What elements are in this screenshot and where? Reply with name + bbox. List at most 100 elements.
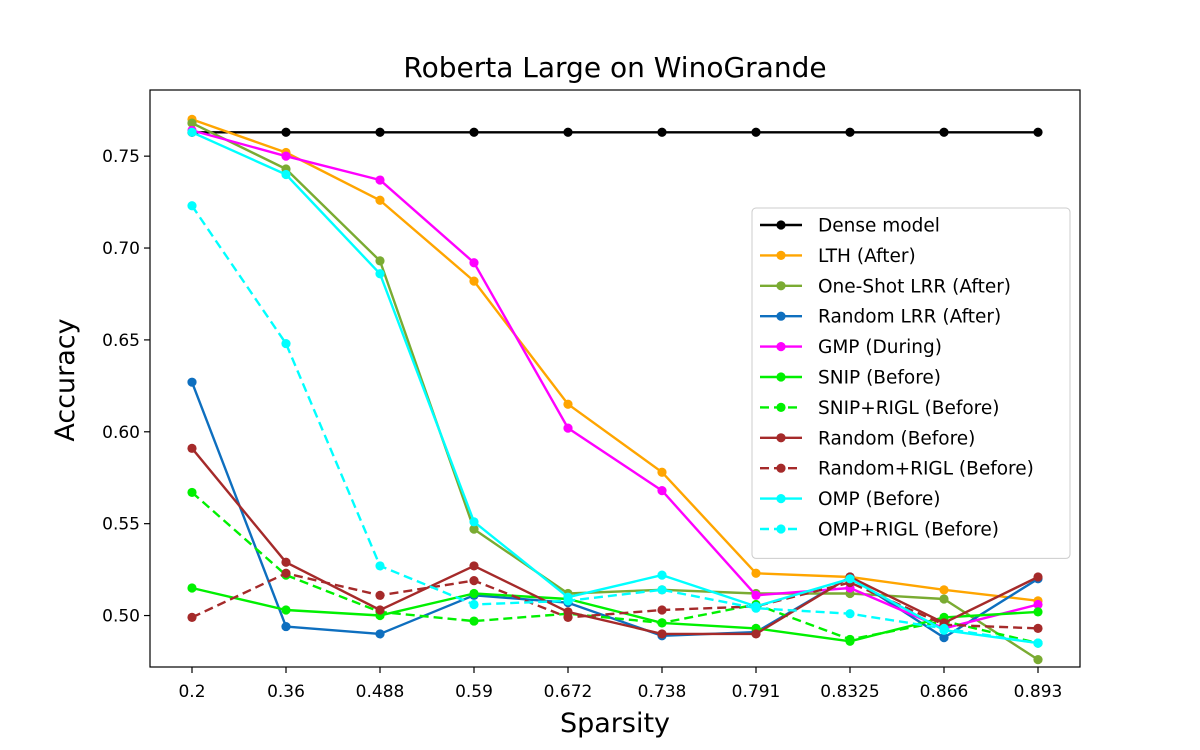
data-point xyxy=(469,588,479,599)
legend-marker xyxy=(776,311,786,321)
data-point xyxy=(375,629,385,639)
legend-marker xyxy=(776,372,786,382)
data-point xyxy=(845,634,855,645)
y-axis-title: Accuracy xyxy=(50,318,81,441)
series-line xyxy=(191,447,1039,636)
data-point xyxy=(469,576,479,586)
data-point xyxy=(469,258,479,268)
legend-item: LTH (After) xyxy=(760,246,916,267)
legend-box xyxy=(751,207,1071,559)
data-point xyxy=(187,377,197,387)
legend-marker xyxy=(776,433,786,443)
data-point xyxy=(1033,623,1043,634)
data-point xyxy=(187,487,197,498)
y-tick-label: 0.70 xyxy=(102,239,140,259)
legend-marker xyxy=(776,281,786,291)
data-point xyxy=(187,118,197,128)
x-axis-title: Sparsity xyxy=(560,708,670,739)
legend-item: Random (Before) xyxy=(760,428,975,449)
data-point xyxy=(281,568,291,578)
series-line xyxy=(191,129,1039,630)
data-point xyxy=(187,583,197,593)
data-point xyxy=(751,603,761,613)
legend-label: One-Shot LRR (After) xyxy=(818,276,1011,297)
x-tick-label: 0.738 xyxy=(638,682,687,702)
data-point xyxy=(469,616,479,626)
data-point xyxy=(375,256,385,266)
data-point xyxy=(657,618,667,628)
data-point xyxy=(375,590,385,600)
data-point xyxy=(657,127,667,137)
data-point xyxy=(657,467,667,477)
data-point xyxy=(845,574,855,584)
legend-marker xyxy=(776,220,786,230)
legend-label: Random LRR (After) xyxy=(818,307,1001,328)
legend-label: LTH (After) xyxy=(818,246,916,267)
x-tick-label: 0.672 xyxy=(544,682,593,702)
data-point xyxy=(375,269,385,279)
data-point xyxy=(657,605,667,615)
data-point xyxy=(187,612,197,622)
data-point xyxy=(1033,638,1043,648)
x-tick-label: 0.2 xyxy=(178,682,205,702)
data-point xyxy=(187,443,197,453)
axes: 0.2 0.36 0.488 0.59 0.672 0.738 0.791 0.8325 0.8… xyxy=(102,147,1062,702)
data-point xyxy=(375,605,385,615)
data-point xyxy=(751,568,761,578)
legend-marker xyxy=(776,524,786,534)
series-line xyxy=(191,131,1039,645)
data-point xyxy=(281,621,291,632)
legend-label: GMP (During) xyxy=(818,337,942,358)
data-point xyxy=(845,609,855,619)
data-point xyxy=(657,570,667,580)
data-point xyxy=(187,127,197,137)
x-tick-label: 0.59 xyxy=(455,682,493,702)
legend-item: OMP (Before) xyxy=(760,489,940,510)
data-point xyxy=(657,485,667,496)
x-tick-label: 0.791 xyxy=(732,682,781,702)
data-point xyxy=(1033,127,1043,137)
legend-label: Random (Before) xyxy=(818,428,975,449)
legend-item: One-Shot LRR (After) xyxy=(760,276,1011,297)
y-tick-label: 0.55 xyxy=(102,515,140,535)
legend-label: Dense model xyxy=(818,216,940,237)
data-point xyxy=(563,399,573,409)
data-point xyxy=(281,151,291,161)
series-line xyxy=(191,205,1039,645)
plot-frame xyxy=(149,89,1081,668)
legend-marker xyxy=(776,250,786,260)
legend-item: GMP (During) xyxy=(760,337,942,358)
x-tick-label: 0.893 xyxy=(1014,682,1063,702)
data-point xyxy=(469,524,479,534)
data-point xyxy=(939,632,949,643)
series-line xyxy=(191,586,1039,643)
y-tick-label: 0.60 xyxy=(102,423,140,443)
data-point xyxy=(281,605,291,615)
data-point xyxy=(1033,599,1043,610)
legend-item: SNIP (Before) xyxy=(760,368,941,389)
series-line xyxy=(191,122,1039,661)
y-tick-label: 0.50 xyxy=(102,607,140,627)
data-point xyxy=(845,127,855,137)
legend-label: OMP+RIGL (Before) xyxy=(818,520,999,541)
data-point xyxy=(1033,655,1043,665)
data-point xyxy=(281,169,291,180)
legend-item: Random LRR (After) xyxy=(760,307,1001,328)
data-point xyxy=(469,599,479,610)
data-point xyxy=(751,127,761,137)
data-point xyxy=(469,517,479,527)
legend-label: SNIP+RIGL (Before) xyxy=(818,398,999,419)
data-point xyxy=(375,175,385,185)
x-tick-label: 0.488 xyxy=(356,682,405,702)
data-point xyxy=(469,561,479,571)
x-tick-label: 0.866 xyxy=(920,682,969,702)
series-line xyxy=(191,491,1039,645)
legend-label: SNIP (Before) xyxy=(818,368,941,389)
legend-label: OMP (Before) xyxy=(818,489,940,510)
data-point xyxy=(939,623,949,634)
legend-marker xyxy=(776,342,786,352)
data-point xyxy=(751,629,761,639)
x-tick-label: 0.8325 xyxy=(820,682,879,702)
data-point xyxy=(375,561,385,571)
